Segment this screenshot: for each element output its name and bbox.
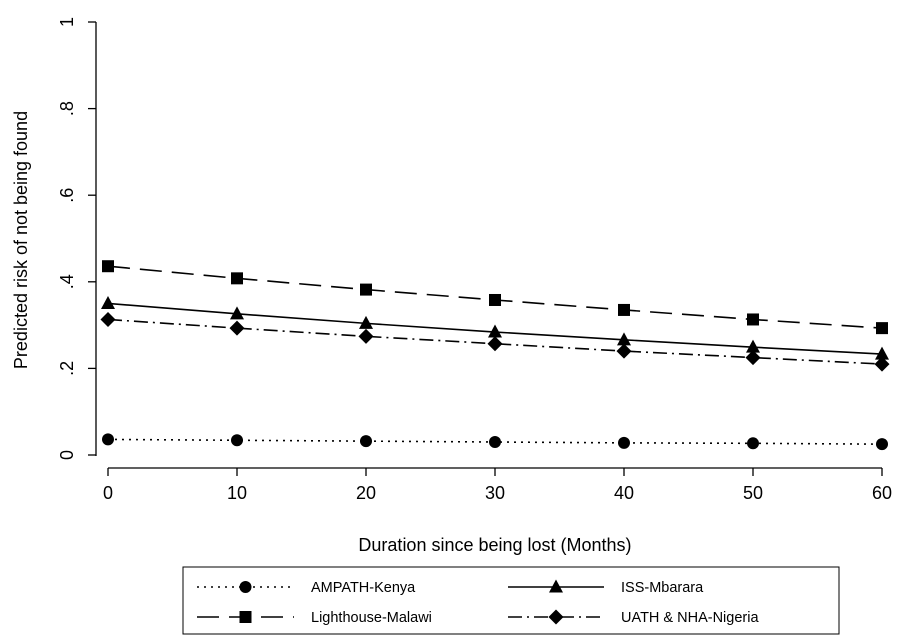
legend: AMPATH-Kenya ISS-Mbarara Lighthouse-Malawi… xyxy=(182,566,840,635)
data-point xyxy=(101,295,115,309)
x-tick-label: 10 xyxy=(227,483,247,503)
legend-item: AMPATH-Kenya xyxy=(197,580,416,596)
axes: 0.2.4.6.810 10 20 30 40 50 60 xyxy=(57,17,892,503)
y-tick-label: .4 xyxy=(57,274,77,289)
data-point xyxy=(488,324,502,338)
legend-label: AMPATH-Kenya xyxy=(311,580,416,596)
legend-label: ISS-Mbarara xyxy=(621,580,704,596)
legend-box xyxy=(182,566,840,635)
data-point xyxy=(745,350,761,366)
data-point xyxy=(231,272,243,285)
data-point xyxy=(102,433,114,446)
legend-item: UATH & NHA-Nigeria xyxy=(508,609,759,626)
data-point xyxy=(359,315,373,329)
legend-marker xyxy=(239,611,252,623)
x-tick-label: 30 xyxy=(485,483,505,503)
x-tick-label: 20 xyxy=(356,483,376,503)
series-iss-mbarara xyxy=(101,295,889,360)
y-axis-title: Predicted risk of not being found xyxy=(11,111,31,369)
data-point xyxy=(874,356,890,372)
data-point xyxy=(618,436,630,449)
data-point xyxy=(617,332,631,346)
data-point xyxy=(487,336,503,352)
data-point xyxy=(360,435,372,448)
series-ampath-kenya xyxy=(102,433,888,451)
x-tick-label: 40 xyxy=(614,483,634,503)
data-point xyxy=(876,322,888,335)
y-tick-label: 1 xyxy=(57,17,77,27)
legend-label: Lighthouse-Malawi xyxy=(311,610,432,626)
legend-label: UATH & NHA-Nigeria xyxy=(621,610,759,626)
y-tick-label: .2 xyxy=(57,361,77,376)
data-point xyxy=(100,311,116,327)
data-point xyxy=(102,260,114,273)
data-point xyxy=(876,438,888,451)
x-tick-label: 0 xyxy=(103,483,113,503)
series-lighthouse-malawi xyxy=(102,260,888,335)
x-tick-label: 60 xyxy=(872,483,892,503)
data-point xyxy=(747,437,759,450)
series-uath-nha-nigeria xyxy=(100,311,890,372)
data-point xyxy=(747,313,759,326)
data-point xyxy=(875,346,889,360)
data-point xyxy=(229,320,245,336)
x-axis-title: Duration since being lost (Months) xyxy=(358,535,631,555)
y-tick-label: 0 xyxy=(57,450,77,460)
data-point xyxy=(230,306,244,320)
data-point xyxy=(618,303,630,316)
y-tick-label: .6 xyxy=(57,188,77,203)
plot-area xyxy=(100,260,890,451)
data-point xyxy=(231,434,243,447)
x-tick-label: 50 xyxy=(743,483,763,503)
data-point xyxy=(358,328,374,344)
data-point xyxy=(489,293,501,306)
y-tick-label: .8 xyxy=(57,101,77,116)
legend-marker xyxy=(548,609,564,625)
data-point xyxy=(616,343,632,359)
legend-marker xyxy=(239,581,252,593)
data-point xyxy=(746,339,760,353)
legend-marker xyxy=(549,579,563,593)
legend-item: Lighthouse-Malawi xyxy=(197,610,432,626)
legend-item: ISS-Mbarara xyxy=(508,579,704,596)
data-point xyxy=(489,436,501,449)
data-point xyxy=(360,283,372,296)
